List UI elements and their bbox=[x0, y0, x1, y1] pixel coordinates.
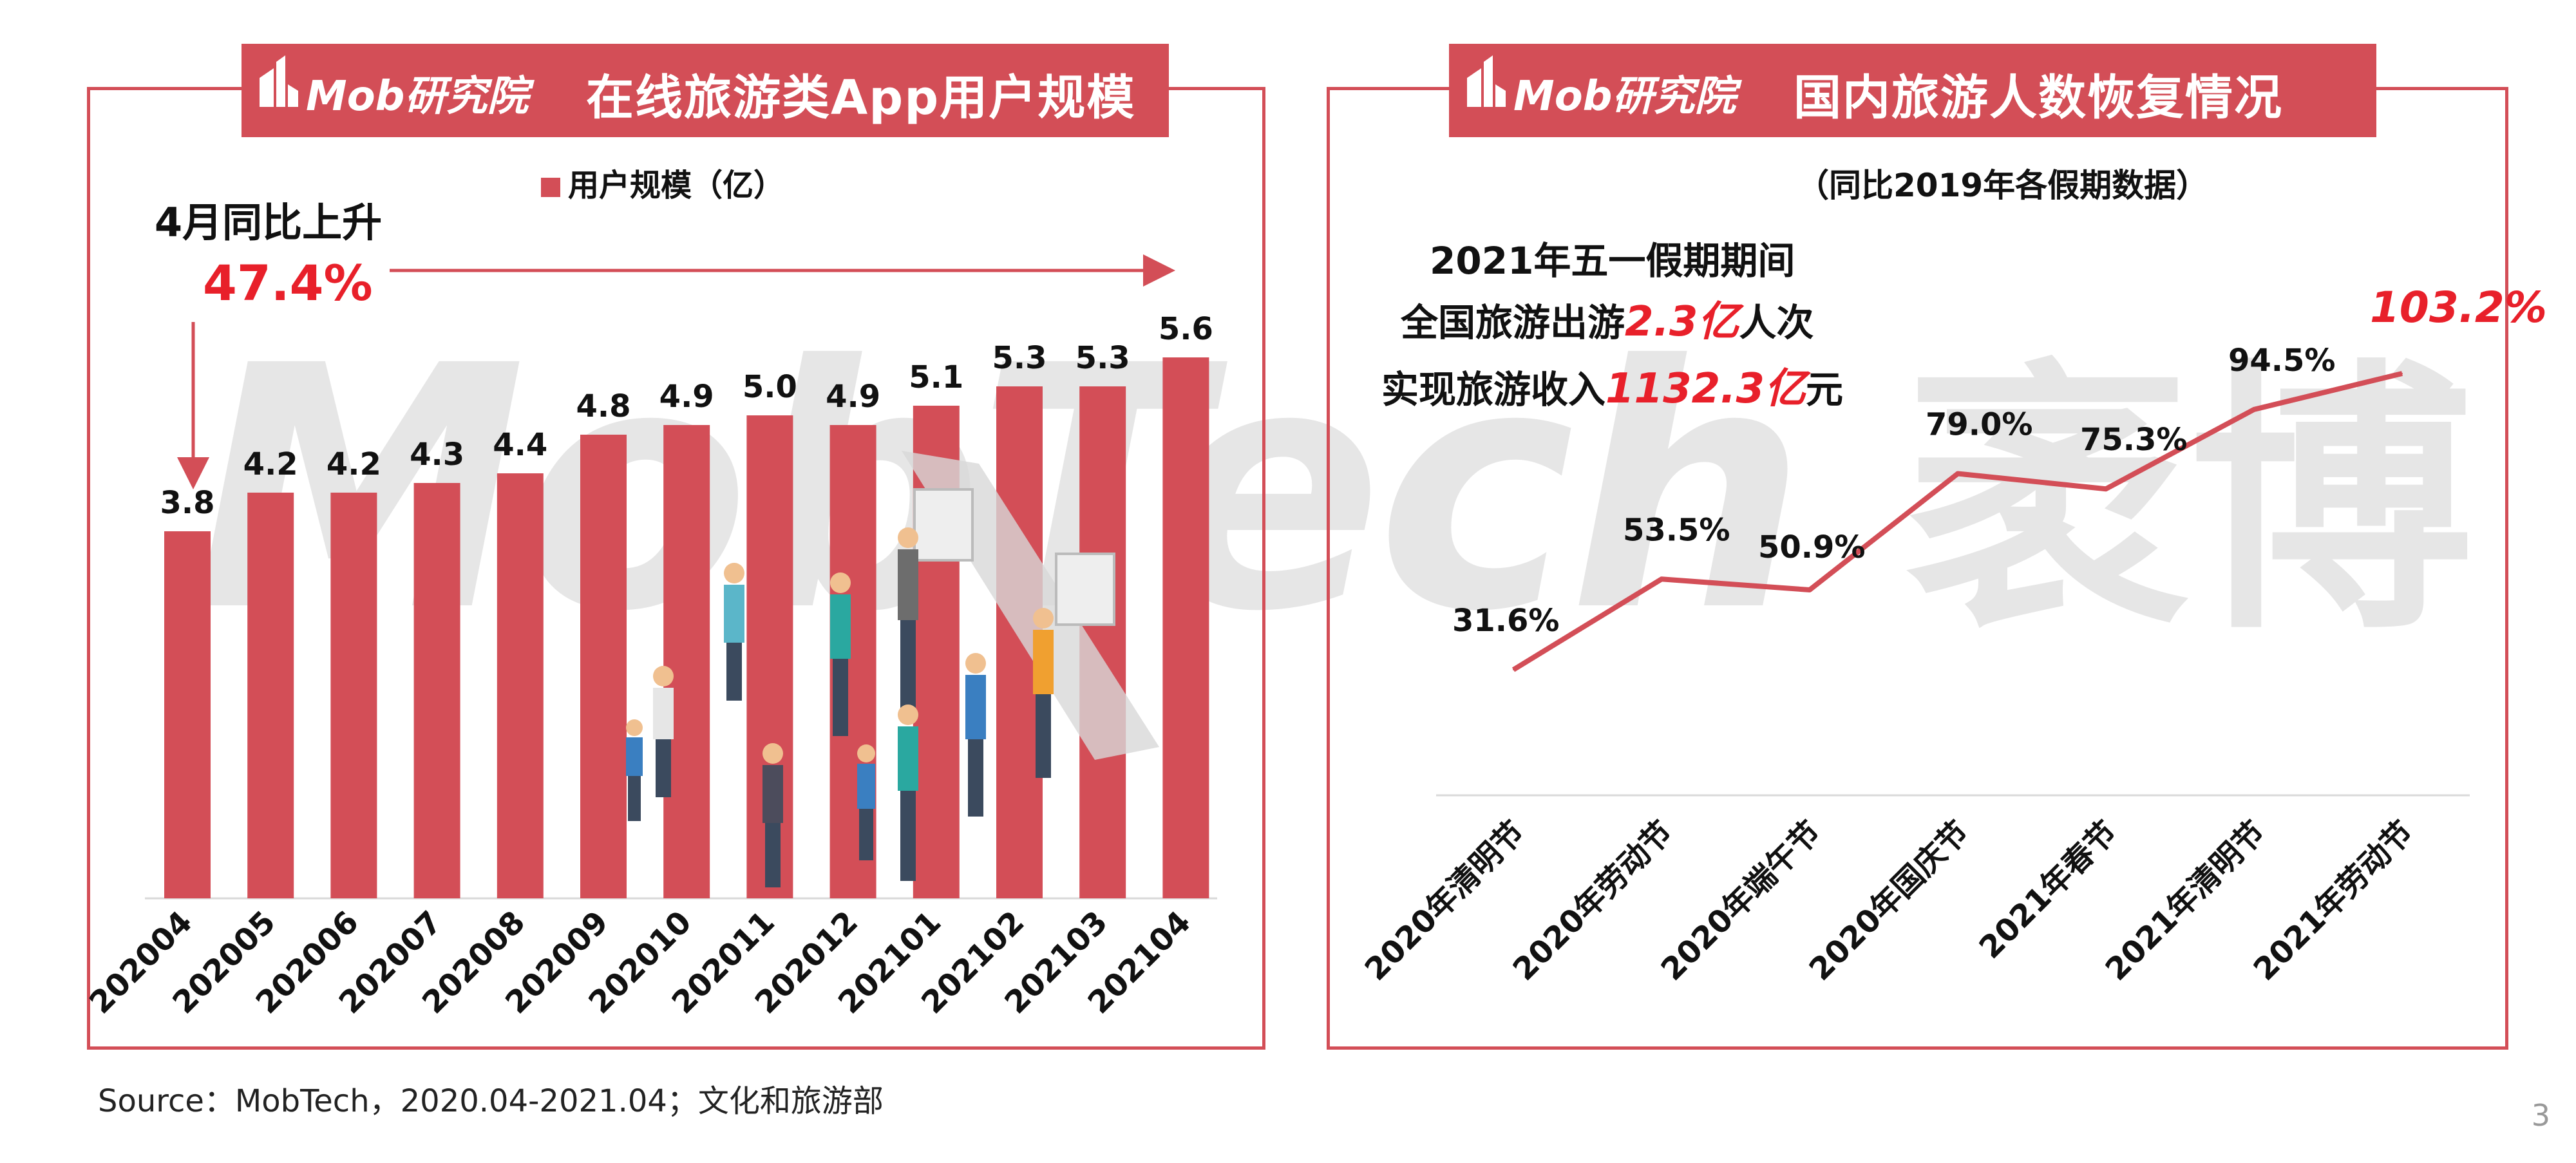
line2-val: 2.3亿 bbox=[1625, 298, 1739, 346]
line2-pre: 全国旅游出游 bbox=[1401, 301, 1625, 345]
line-point bbox=[2401, 373, 2403, 374]
bar bbox=[330, 493, 377, 898]
bar bbox=[663, 425, 710, 898]
right-callout-line2: 全国旅游出游2.3亿人次 bbox=[1401, 288, 1814, 348]
bar-data-label: 4.9 bbox=[659, 379, 714, 415]
line-point bbox=[1957, 473, 1958, 475]
line-data-label: 50.9% bbox=[1758, 529, 1866, 565]
line-point bbox=[1513, 669, 1514, 670]
left-panel-header: Mob研究院 在线旅游类App用户规模 bbox=[242, 44, 1169, 137]
mob-logo-icon bbox=[260, 55, 298, 107]
line-data-label: 103.2% bbox=[2370, 283, 2547, 332]
watermark-cn: 袤博 bbox=[1906, 337, 2473, 667]
line-tick-label: 2021年春节 bbox=[1973, 814, 2125, 966]
page-number: 3 bbox=[2531, 1098, 2550, 1133]
bar bbox=[164, 531, 211, 898]
bar-data-label: 5.1 bbox=[909, 359, 963, 395]
left-legend: 用户规模（亿） bbox=[541, 160, 784, 205]
line2-post: 人次 bbox=[1739, 301, 1814, 345]
line3-val: 1132.3亿 bbox=[1605, 365, 1806, 413]
line-data-label: 31.6% bbox=[1452, 603, 1560, 639]
right-panel-header: Mob研究院 国内旅游人数恢复情况 bbox=[1449, 44, 2376, 137]
right-panel-title: 国内旅游人数恢复情况 bbox=[1794, 70, 2283, 126]
bar bbox=[247, 493, 294, 898]
line-point bbox=[1661, 578, 1662, 580]
mob-logo-text-right: Mob研究院 bbox=[1513, 73, 1736, 120]
bar-data-label: 4.9 bbox=[826, 379, 880, 415]
line-tick-label: 2020年清明节 bbox=[1358, 814, 1532, 988]
line-tick-label: 2021年清明节 bbox=[2099, 814, 2273, 988]
mob-logo-icon-right bbox=[1467, 55, 1506, 107]
bar-data-label: 5.0 bbox=[743, 369, 797, 405]
line-data-label: 79.0% bbox=[1926, 406, 2033, 442]
line-data-label: 94.5% bbox=[2228, 343, 2336, 379]
legend-label: 用户规模（亿） bbox=[568, 167, 785, 203]
line-data-label: 53.5% bbox=[1623, 512, 1730, 548]
line3-pre: 实现旅游收入 bbox=[1381, 368, 1606, 411]
bar bbox=[1162, 357, 1209, 898]
bar-data-label: 3.8 bbox=[160, 485, 214, 521]
right-callout-line3: 实现旅游收入1132.3亿元 bbox=[1381, 355, 1843, 415]
line-tick-label: 2021年劳动节 bbox=[2247, 814, 2421, 988]
right-subtitle: （同比2019年各假期数据） bbox=[1797, 167, 2209, 204]
line-point bbox=[2105, 488, 2107, 490]
bar bbox=[497, 473, 544, 898]
bar-data-label: 4.3 bbox=[410, 437, 464, 473]
line-point bbox=[2253, 408, 2255, 410]
line-tick-label: 2020年国庆节 bbox=[1803, 814, 1976, 988]
line3-post: 元 bbox=[1805, 368, 1843, 411]
legend-swatch bbox=[541, 178, 560, 197]
bar-data-label: 4.4 bbox=[493, 427, 547, 463]
bar bbox=[413, 483, 460, 898]
source-note: Source：MobTech，2020.04-2021.04；文化和旅游部 bbox=[98, 1083, 884, 1119]
left-callout-line1: 4月同比上升 bbox=[155, 199, 383, 246]
bar-data-label: 4.8 bbox=[576, 388, 630, 424]
bar bbox=[580, 435, 627, 898]
bar-data-label: 5.3 bbox=[992, 340, 1046, 376]
travelers-illustration bbox=[626, 451, 1159, 887]
line-tick-label: 2020年劳动节 bbox=[1506, 814, 1680, 988]
right-callout-line1: 2021年五一假期期间 bbox=[1430, 239, 1795, 283]
line-point bbox=[1809, 589, 1810, 591]
bar-data-label: 4.2 bbox=[243, 446, 298, 482]
line-data-label: 75.3% bbox=[2080, 422, 2188, 458]
line-tick-label: 2020年端午节 bbox=[1654, 814, 1828, 988]
bar-data-label: 4.2 bbox=[327, 446, 381, 482]
mob-logo-text: Mob研究院 bbox=[306, 73, 529, 120]
bar-data-label: 5.3 bbox=[1075, 340, 1130, 376]
left-callout-value: 47.4% bbox=[203, 254, 373, 312]
left-panel-title: 在线旅游类App用户规模 bbox=[586, 70, 1136, 126]
bar-data-label: 5.6 bbox=[1159, 311, 1213, 347]
